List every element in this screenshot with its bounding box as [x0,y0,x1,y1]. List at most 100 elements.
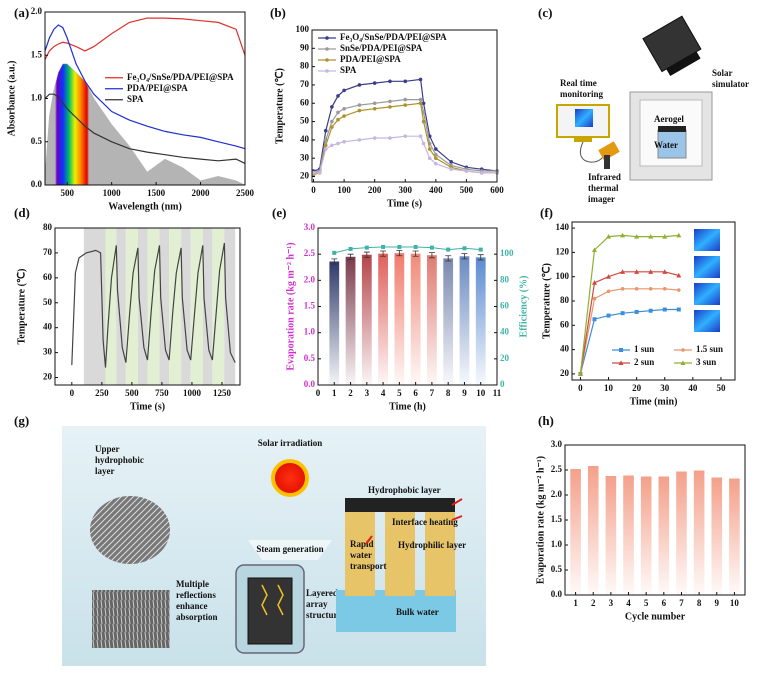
bar [711,477,723,595]
y-tick-label: 30 [43,347,53,357]
x-tick-label: 2000 [192,188,211,198]
y-tick-label: 40 [560,344,570,354]
label: Aerogel [654,114,684,124]
label: Solar irradiation [258,438,323,448]
marker [372,106,377,111]
legend-label: Fe₃O₄/SnSe/PDA/PEI@SPA [340,32,447,42]
label: Steam generation [256,544,323,554]
marker [427,147,432,151]
x-tick-label: 1500 [147,188,166,198]
marker [676,272,682,278]
panel-label: (d) [14,205,30,220]
band [181,228,191,385]
y-tick-label: 2.5 [551,464,563,474]
y-tick-label: 1.5 [31,49,43,59]
x-axis-label: Time (h) [389,401,426,412]
y-tick-label: 2.0 [304,274,316,284]
legend-label: Fe₃O₄/SnSe/PDA/PEI@SPA [127,72,234,82]
monitor-image [575,109,593,127]
panel: (h) 1 2 3 4 5 6 7 8 9 10 0.0 0.5 1.0 1.5 2.0 2.5 3.0 Cycle… [535,413,746,622]
x-tick-label: 1000 [183,388,202,398]
marker [418,101,423,106]
y-tick-label: 80 [43,222,53,232]
y-tick-label: 1.0 [31,93,43,103]
x-axis-label: Time (min) [630,396,678,407]
bar [676,471,687,595]
efficiency-line [334,246,481,254]
label: imager [588,194,615,204]
legend-label: 2 sun [634,357,654,367]
camera [598,141,620,161]
band [190,228,203,385]
thermal-image [694,310,720,332]
error-bar [347,253,354,260]
label: Real time [560,78,597,88]
bar [443,258,454,385]
marker [325,58,329,62]
marker [330,143,334,148]
x-tick-label: 400 [429,185,443,195]
x-axis-label: Time (s) [387,198,422,209]
x-tick-label: 100 [337,185,351,195]
x-tick-label: 750 [155,388,169,398]
marker [676,232,682,238]
x-tick-label: 10 [476,388,486,398]
marker [388,136,392,140]
bar [361,254,372,385]
error-bar [331,258,338,265]
marker [634,233,640,239]
marker [325,36,329,40]
x-tick-label: 9 [715,598,720,608]
y-tick-label: 50 [43,297,53,307]
marker [413,244,418,249]
x-tick-label: 10 [730,598,740,608]
marker [421,101,426,106]
x-tick-label: 3 [365,388,370,398]
y2-tick-label: 100 [500,248,514,258]
marker [323,128,328,133]
marker [634,269,640,274]
marker [681,348,685,352]
marker [591,280,597,285]
marker [662,233,668,239]
marker [388,99,392,104]
band [212,228,225,385]
bar [587,466,599,595]
y-tick-label: 80 [300,61,310,71]
marker [446,247,451,252]
marker [434,152,438,157]
marker [388,79,392,84]
bar [459,256,470,385]
series-line [313,78,498,172]
marker [648,287,653,291]
panel-label: (e) [272,205,286,220]
series-line [579,308,679,375]
thermal-insets [694,229,720,332]
y-axis-label: Temperature (℃) [16,269,27,345]
marker [381,244,386,249]
legend-label: 3 sun [696,357,716,367]
x-tick-label: 0 [311,185,316,195]
marker [323,147,328,151]
x-tick-label: 2 [348,388,353,398]
y-axis-label: Temperature (℃) [274,68,285,144]
marker [620,311,625,316]
legend-label: SnSe/PDA/PEI@SPA [340,43,423,53]
bar [345,256,356,385]
band [169,228,182,385]
plot-frame [311,29,498,183]
label: enhance [176,601,208,611]
marker [606,274,612,279]
marker [372,81,377,85]
marker [606,313,611,318]
x-tick-label: 2500 [236,188,255,198]
label: Solar [712,68,733,78]
marker [323,143,328,148]
y2-tick-label: 0 [500,379,505,389]
series-line [44,93,246,164]
aerogel-array [247,577,293,645]
marker [662,287,667,291]
bar [570,469,581,595]
series-line [44,24,246,150]
